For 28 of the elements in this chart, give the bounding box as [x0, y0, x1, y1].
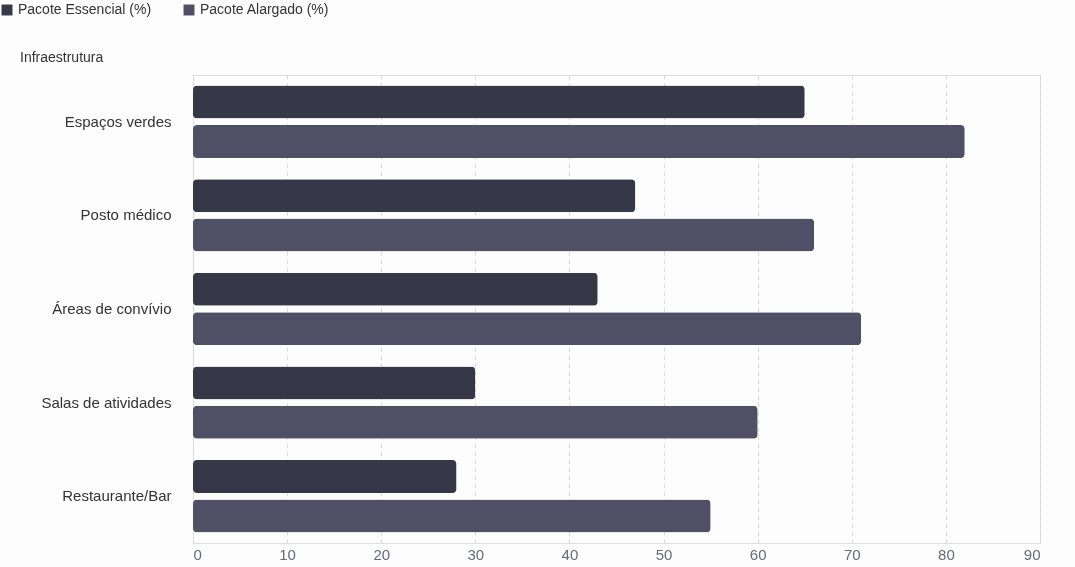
x-tick-label: 0 — [193, 545, 202, 563]
bar — [193, 366, 476, 400]
x-tick-label: 50 — [655, 545, 673, 563]
x-tick-label: 10 — [279, 545, 296, 563]
bar — [193, 85, 805, 119]
bar — [193, 125, 965, 159]
bar — [193, 179, 636, 213]
bar — [193, 272, 598, 306]
y-tick-label: Salas de atividades — [41, 393, 172, 411]
bar — [193, 312, 862, 346]
y-axis-title: Infraestrutura — [20, 49, 104, 65]
x-tick-label: 40 — [561, 545, 579, 563]
x-tick-label: 80 — [938, 545, 955, 563]
legend-label: Pacote Alargado (%) — [200, 1, 329, 17]
x-tick-label: 30 — [467, 545, 485, 563]
x-tick-label: 70 — [843, 545, 861, 563]
bar — [193, 218, 815, 252]
bar — [193, 405, 758, 439]
y-tick-label: Restaurante/Bar — [62, 487, 172, 505]
y-tick-label: Posto médico — [80, 206, 172, 224]
bar — [193, 459, 457, 493]
legend-label: Pacote Essencial (%) — [18, 1, 152, 17]
bar — [193, 499, 711, 533]
x-tick-label: 20 — [373, 545, 391, 563]
x-tick-label: 90 — [1023, 545, 1041, 563]
y-tick-label: Áreas de convívio — [52, 300, 172, 317]
x-tick-label: 60 — [749, 545, 767, 563]
y-tick-label: Espaços verdes — [64, 112, 172, 130]
